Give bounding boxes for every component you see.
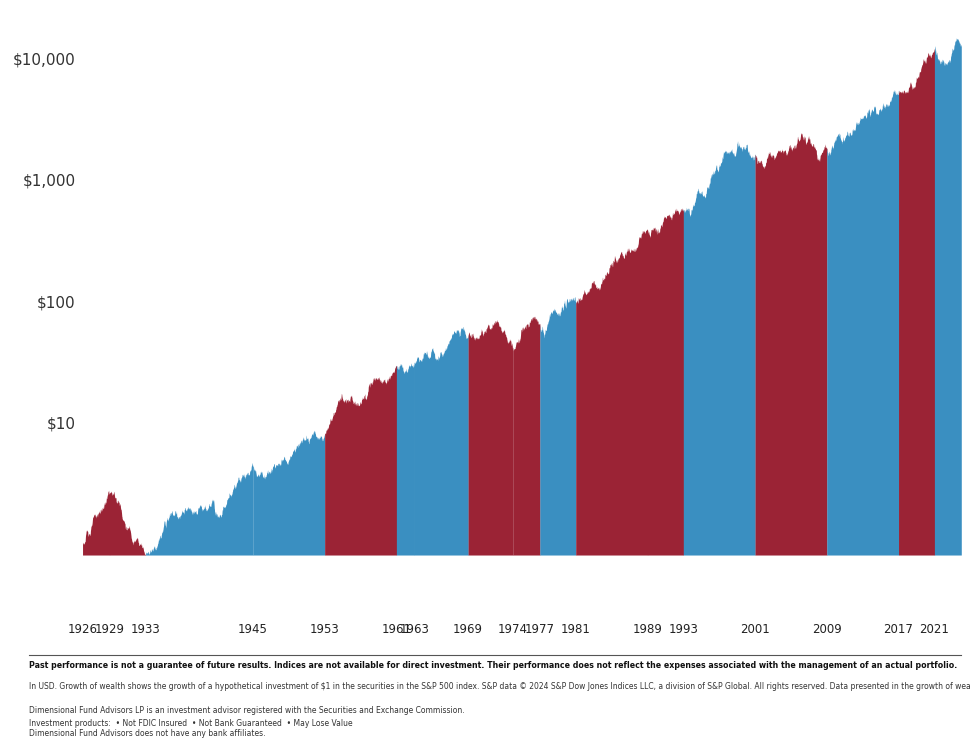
Text: In USD. Growth of wealth shows the growth of a hypothetical investment of $1 in : In USD. Growth of wealth shows the growt… [29, 682, 971, 691]
Text: Investment products:  • Not FDIC Insured  • Not Bank Guaranteed  • May Lose Valu: Investment products: • Not FDIC Insured … [29, 719, 352, 738]
Text: 1929: 1929 [94, 623, 124, 636]
Text: Dimensional Fund Advisors LP is an investment advisor registered with the Securi: Dimensional Fund Advisors LP is an inves… [29, 706, 465, 715]
Text: 1933: 1933 [130, 623, 160, 636]
Text: 1945: 1945 [238, 623, 268, 636]
Text: Past performance is not a guarantee of future results. Indices are not available: Past performance is not a guarantee of f… [29, 662, 957, 671]
Text: 1926: 1926 [68, 623, 97, 636]
Text: 2017: 2017 [884, 623, 914, 636]
Text: 2001: 2001 [740, 623, 770, 636]
Text: 1969: 1969 [453, 623, 484, 636]
Text: 2021: 2021 [920, 623, 950, 636]
Text: 1974: 1974 [498, 623, 528, 636]
Text: 1989: 1989 [632, 623, 662, 636]
Text: 1961: 1961 [382, 623, 412, 636]
Text: 1981: 1981 [561, 623, 590, 636]
Text: 2009: 2009 [812, 623, 842, 636]
Text: 1977: 1977 [525, 623, 554, 636]
Text: 1963: 1963 [399, 623, 429, 636]
Text: 1953: 1953 [310, 623, 340, 636]
Text: 1993: 1993 [668, 623, 698, 636]
